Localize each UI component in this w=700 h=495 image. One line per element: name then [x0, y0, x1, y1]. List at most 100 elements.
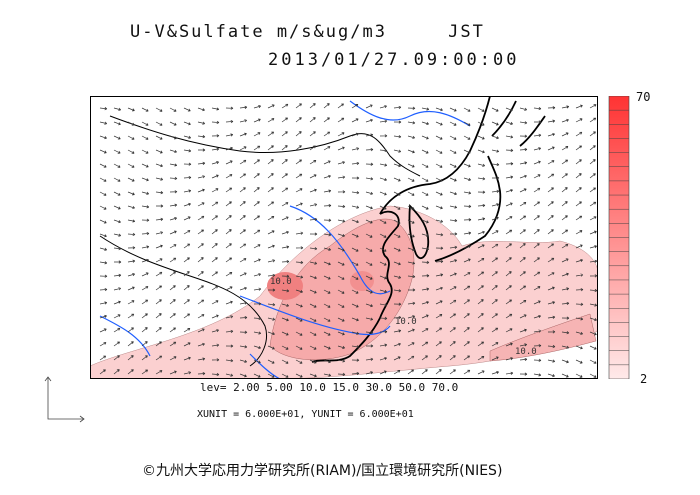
wind-arrow	[365, 275, 373, 280]
wind-arrow	[575, 331, 583, 335]
wind-arrow	[575, 345, 583, 350]
wind-arrow	[309, 373, 317, 378]
wind-arrow	[169, 370, 177, 375]
wind-arrow	[183, 216, 191, 221]
wind-arrow	[463, 341, 470, 347]
wind-arrow	[337, 303, 345, 308]
wind-arrow	[337, 317, 345, 322]
wind-arrow	[323, 303, 331, 308]
wind-arrow	[547, 330, 556, 334]
wind-arrow	[589, 216, 597, 221]
wind-arrow	[197, 314, 205, 319]
wind-arrow	[379, 119, 388, 123]
wind-arrow	[351, 317, 359, 322]
wind-arrow	[491, 121, 499, 126]
wind-arrow	[141, 205, 150, 209]
wind-arrow	[519, 202, 527, 207]
wind-arrow	[351, 345, 360, 349]
wind-arrow	[449, 149, 457, 154]
wind-arrow	[211, 215, 218, 221]
wind-arrow	[393, 289, 402, 293]
wind-arrow	[407, 315, 416, 319]
wind-arrow	[155, 191, 164, 195]
wind-arrow	[183, 189, 192, 193]
wind-arrow	[589, 230, 597, 235]
wind-arrow	[141, 163, 149, 168]
wind-arrow	[491, 356, 499, 361]
wind-arrow	[323, 174, 331, 179]
wind-arrow	[575, 173, 582, 179]
wind-arrow	[309, 317, 317, 322]
wind-arrow	[505, 285, 512, 291]
wind-arrow	[477, 299, 484, 305]
wind-arrow	[99, 314, 107, 319]
wind-arrow	[547, 272, 555, 277]
wind-arrow	[225, 257, 232, 263]
wind-arrow	[337, 359, 346, 363]
wind-arrow	[393, 233, 401, 238]
timezone-label: JST	[448, 22, 485, 42]
wind-arrow	[309, 345, 317, 350]
wind-arrow	[239, 243, 247, 249]
wind-arrow	[99, 355, 107, 361]
wind-arrow	[267, 201, 274, 207]
wind-arrow	[351, 132, 359, 137]
wind-arrow	[337, 204, 346, 209]
wind-arrow	[589, 274, 598, 278]
wind-arrow	[309, 203, 318, 207]
wind-arrow	[141, 135, 149, 140]
wind-arrow	[323, 275, 331, 280]
wind-arrow	[533, 174, 541, 179]
wind-arrow	[155, 177, 164, 181]
wind-arrow	[155, 355, 163, 361]
wind-arrow	[141, 107, 149, 112]
wind-arrow	[155, 231, 164, 235]
wind-arrow	[547, 286, 555, 291]
wind-arrow	[169, 230, 177, 235]
wind-arrow	[477, 355, 485, 361]
wind-arrow	[309, 217, 318, 222]
wind-arrow	[435, 286, 443, 291]
wind-arrow	[309, 359, 317, 364]
wind-arrow	[225, 243, 232, 249]
wind-arrow	[533, 271, 541, 277]
wind-arrow	[295, 331, 303, 336]
wind-arrow	[127, 135, 135, 140]
wind-arrow	[113, 369, 120, 375]
wind-arrow	[533, 329, 542, 333]
wind-arrow	[127, 163, 135, 168]
wind-arrow	[183, 271, 190, 277]
wind-arrow	[127, 327, 134, 333]
wind-arrow	[155, 244, 163, 249]
wind-arrow	[407, 247, 415, 252]
wind-arrow	[309, 232, 318, 236]
wind-arrow	[253, 187, 260, 193]
wind-arrow	[239, 345, 248, 349]
wind-arrow	[253, 132, 261, 137]
wind-arrow	[225, 344, 234, 348]
wind-arrow	[323, 189, 332, 193]
wind-arrow	[141, 286, 149, 291]
wind-arrow	[365, 357, 374, 361]
wind-arrow	[477, 149, 485, 154]
wind-arrow	[477, 313, 484, 319]
wind-arrow	[491, 162, 500, 167]
wind-arrow	[519, 121, 528, 125]
wind-arrow	[197, 121, 206, 125]
wind-arrow	[113, 300, 121, 305]
wind-arrow	[309, 303, 317, 308]
wind-arrow	[491, 271, 498, 277]
wind-arrow	[225, 120, 234, 124]
wind-arrow	[169, 299, 176, 305]
wind-arrow	[589, 104, 597, 109]
wind-arrow	[421, 328, 429, 333]
wind-arrow	[421, 121, 429, 126]
wind-arrow	[309, 145, 316, 151]
wind-arrow	[141, 299, 149, 305]
wind-arrow	[407, 163, 415, 168]
wind-arrow	[197, 271, 204, 277]
wind-arrow	[449, 205, 458, 209]
wind-arrow	[491, 216, 499, 221]
wind-arrow	[379, 191, 387, 196]
wind-arrow	[239, 201, 246, 207]
